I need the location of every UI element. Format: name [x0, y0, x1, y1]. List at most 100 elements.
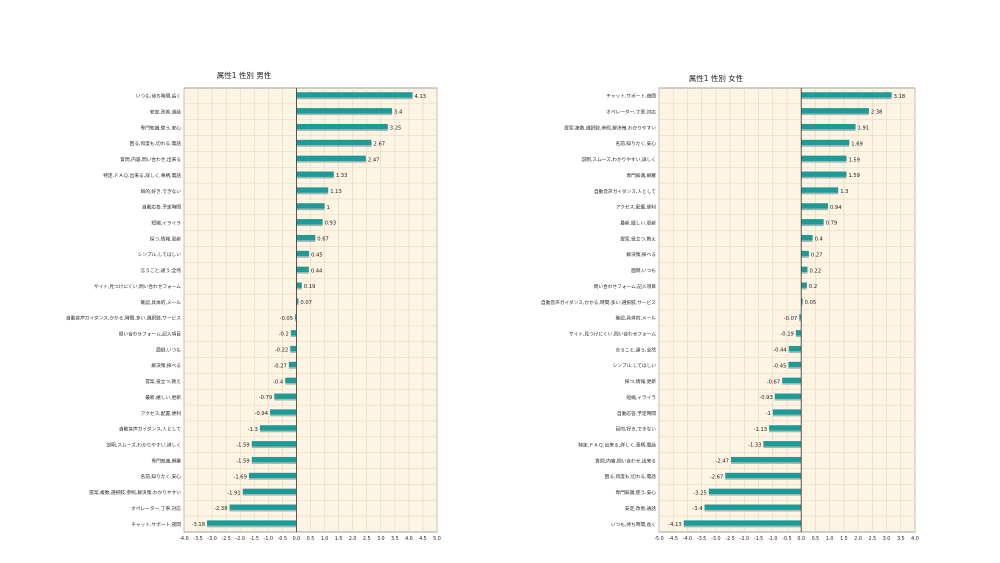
value-label: -0.93 [759, 395, 772, 401]
bar [251, 456, 297, 463]
value-label: 2.47 [368, 157, 380, 163]
category-label: 確認,具体的,メール [141, 299, 182, 306]
bar-shadow [274, 398, 297, 401]
x-tick-label: 1.5 [335, 536, 343, 542]
value-label: -3.25 [693, 490, 706, 496]
x-tick-label: 0.0 [293, 536, 301, 542]
value-label: -2.67 [710, 474, 723, 480]
x-tick-label: 0.0 [797, 536, 805, 542]
bar [730, 456, 802, 463]
bar [801, 123, 856, 130]
category-label: 面倒,いつも [156, 346, 181, 353]
bar [801, 187, 839, 193]
value-label: 0.4 [815, 237, 824, 243]
x-tick-label: 3.0 [883, 536, 891, 542]
category-label: オペレーター,丁寧,対応 [131, 505, 181, 512]
x-tick-label: 4.0 [911, 536, 919, 542]
bar-shadow [801, 240, 813, 242]
bar [242, 488, 297, 495]
category-label: サイト,見つけにくい,問い合わせフォーム [569, 330, 656, 337]
x-tick-label: -0.5 [278, 536, 287, 542]
value-label: 4.13 [415, 94, 427, 100]
bar-shadow [799, 319, 802, 322]
category-label: 目的,好き,できない [141, 188, 182, 195]
category-label: 面倒,いつも [631, 267, 656, 274]
chart-male: 属性1 性別 男性 -4.0 -3.5 -3.0 -2.5 -2.0 -1.5 -1.0 -0.… [66, 70, 441, 542]
bar-shadow [251, 446, 297, 449]
bar-shadow [270, 414, 297, 417]
bar-shadow [248, 478, 297, 480]
bar [296, 203, 325, 209]
bar [801, 92, 892, 98]
bar [774, 393, 802, 399]
bar [251, 441, 297, 447]
bar [296, 266, 309, 273]
value-label: 2.67 [374, 141, 386, 147]
value-label: -0.79 [259, 395, 272, 401]
category-label: 安定,改善,通話 [625, 505, 656, 512]
category-label: 自動応答,予定時間 [617, 410, 656, 417]
bar-shadow [795, 335, 802, 338]
value-label: -3.4 [692, 506, 703, 512]
category-label: 専門知識,網羅 [151, 457, 181, 464]
bar-shadow [296, 272, 309, 274]
x-tick-label: -1.5 [250, 536, 259, 542]
bar [704, 504, 802, 510]
value-label: -1.69 [233, 474, 246, 480]
category-label: アクセス,配置,便利 [616, 204, 657, 211]
bar-shadow [788, 367, 802, 369]
bar [296, 92, 413, 98]
category-label: 短縮,イライラ [151, 219, 181, 226]
bar-shadow [290, 335, 297, 338]
bar-shadow [801, 129, 856, 131]
value-label: 0.2 [809, 284, 817, 290]
bar-shadow [296, 303, 299, 306]
bar [801, 234, 813, 241]
value-label: -0.45 [773, 363, 786, 369]
category-label: 解決策,探べる [626, 251, 656, 258]
bar-shadow [801, 224, 824, 227]
value-label: -2.47 [716, 459, 729, 465]
value-label: -1 [766, 411, 771, 417]
category-label: 自動音声ガイダンス,人として [119, 426, 181, 433]
value-label: -0.27 [273, 363, 286, 369]
x-tick-label: -1.0 [264, 536, 273, 542]
bar [296, 250, 310, 257]
category-label: 説明,スムーズ,わかりやすい,詳しく [106, 441, 181, 448]
category-label: 提案,複数,選択肢,参照,解決策,わかりやすい [564, 124, 656, 131]
x-tick-label: 4.0 [405, 536, 413, 542]
x-tick-label: -1.0 [768, 536, 777, 542]
bar [801, 171, 847, 177]
bar [683, 520, 802, 526]
bar [296, 219, 323, 225]
value-label: 1.91 [858, 126, 870, 132]
bar [801, 203, 828, 209]
category-label: 言うこと,違う,全然 [616, 346, 657, 353]
category-label: 自動音声ガイダンス,かかる,時間,多い,選択肢,サービス [541, 299, 656, 306]
value-label: 1.59 [848, 157, 860, 163]
x-tick-label: -4.0 [179, 536, 188, 542]
bar [801, 108, 869, 114]
value-label: 0.79 [826, 221, 838, 227]
value-label: -0.94 [255, 411, 269, 417]
value-label: -1.91 [227, 490, 240, 496]
bar-shadow [801, 113, 869, 116]
category-label: チャット,サポート,夜間 [131, 521, 181, 528]
bar [801, 298, 803, 304]
bar [296, 282, 302, 288]
x-tick-label: 0.5 [812, 536, 820, 542]
bar-shadow [801, 303, 803, 306]
value-label: 0.22 [809, 268, 821, 274]
category-label: 自動応答,予定時間 [142, 204, 181, 211]
chart-female: 属性1 性別 女性 -5.0 -4.5 -4.0 -3.5 -3.0 -2.5 -2.0 -1.… [541, 73, 919, 542]
x-tick-label: 5.0 [433, 536, 441, 542]
bar-shadow [774, 398, 802, 401]
x-tick-label: -3.0 [207, 536, 216, 542]
x-tick-label: 1.5 [840, 536, 848, 542]
category-label: 最新,嬉しい,更新 [145, 394, 181, 401]
bar [290, 345, 297, 352]
value-label: -0.44 [773, 348, 787, 354]
x-tick-label: -0.5 [782, 536, 791, 542]
category-label: 自動音声ガイダンス,人として [594, 188, 656, 195]
